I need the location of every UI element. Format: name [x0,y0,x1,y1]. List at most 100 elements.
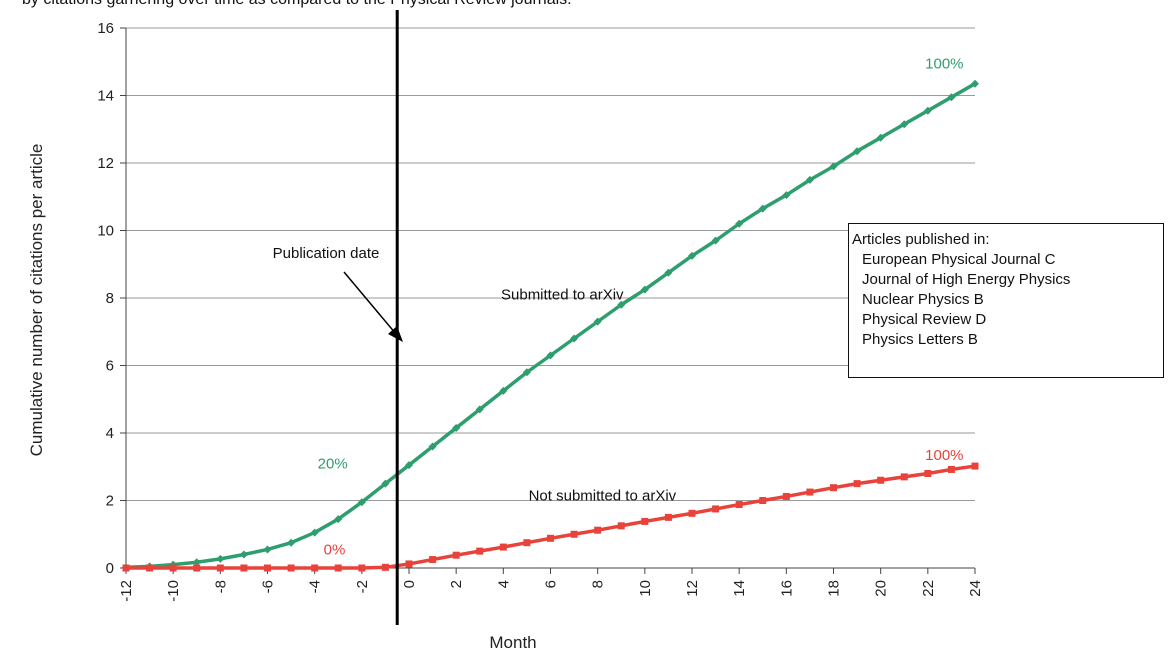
data-point-0-22 [640,285,649,294]
data-point-1-2 [169,564,177,572]
data-point-1-34 [924,470,932,477]
x-tick-label-20: 20 [873,580,890,597]
legend-item-plb: Physics Letters B [862,331,978,348]
annotation-1: Not submitted to arXiv [529,487,677,504]
publication-date-layer: Publication date [273,10,403,625]
data-point-0-21 [617,300,626,309]
data-point-0-32 [876,133,885,142]
data-point-1-24 [688,509,696,517]
series-not-submitted [122,462,979,572]
data-point-0-9 [334,515,343,524]
y-tick-label-16: 16 [97,20,114,37]
data-point-1-36 [971,462,979,470]
data-point-0-36 [971,79,979,88]
data-point-1-14 [452,551,460,559]
annotation-4: 0% [324,541,346,558]
data-point-0-35 [947,93,956,102]
data-point-0-29 [805,175,814,184]
x-tick-label-22: 22 [920,580,937,597]
legend-item-npb: Nuclear Physics B [862,291,984,308]
data-point-0-12 [405,461,413,470]
data-point-1-22 [641,517,649,525]
x-tick-label-18: 18 [826,580,843,597]
publication-date-arrow-head [388,326,403,342]
x-tick-label--6: -6 [260,580,277,593]
x-axis-title: Month [489,633,536,652]
y-tick-label-14: 14 [97,88,114,105]
data-point-1-32 [877,476,885,484]
data-point-0-4 [216,554,225,563]
data-point-0-5 [239,550,248,559]
x-tick-label--8: -8 [212,580,229,593]
x-tick-label-4: 4 [495,580,512,588]
data-point-1-35 [947,465,955,473]
data-point-0-28 [782,191,791,200]
data-point-0-33 [900,120,909,129]
annotation-2: 20% [318,455,348,472]
legend-item-epjc: European Physical Journal C [862,251,1056,268]
x-tick-label-14: 14 [731,580,748,597]
annotation-5: 100% [925,447,963,464]
data-point-1-3 [193,564,201,572]
data-point-1-6 [264,564,271,572]
data-point-1-19 [570,530,578,538]
data-point-1-25 [712,505,720,513]
data-point-0-10 [357,498,366,507]
data-point-1-13 [429,556,437,564]
data-point-1-8 [311,564,319,572]
data-point-0-20 [593,317,602,326]
x-tick-label--2: -2 [354,580,371,593]
data-point-0-26 [735,219,744,228]
data-point-1-29 [806,488,814,496]
x-tick-label-24: 24 [967,580,984,597]
data-point-1-10 [358,564,366,572]
annotation-3: 100% [925,55,963,72]
data-point-1-9 [334,564,342,572]
data-point-1-16 [499,543,507,551]
data-point-1-0 [122,564,130,572]
x-tick-label-12: 12 [684,580,701,597]
legend-box: Articles published in: European Physical… [848,223,1164,378]
legend-title: Articles published in: [852,231,990,248]
data-point-1-23 [664,513,672,521]
data-point-1-20 [594,526,602,534]
data-point-0-19 [570,334,579,343]
data-point-0-18 [546,351,555,360]
x-tick-label-2: 2 [448,580,465,588]
x-tick-label-8: 8 [590,580,607,588]
legend-item-prd: Physical Review D [862,311,987,328]
data-point-1-30 [830,484,837,492]
data-point-0-25 [711,236,720,245]
data-point-1-15 [476,547,484,555]
header-text: by citations garnering over time as comp… [22,0,572,8]
data-point-0-15 [475,405,484,414]
x-tick-label-16: 16 [778,580,795,597]
x-tick-label-0: 0 [401,580,418,588]
data-point-1-1 [146,564,154,572]
data-point-1-5 [240,564,248,572]
x-tick-labels: -12 -10 -8 -6 -4 -2 0 2 4 6 8 10 12 14 16 18 20 22 24 [118,580,984,602]
data-point-0-3 [192,558,201,567]
y-tick-label-12: 12 [97,155,114,172]
data-point-1-28 [782,492,790,500]
y-tick-label-4: 4 [106,425,114,442]
data-point-0-8 [310,528,319,537]
data-point-0-30 [829,162,838,171]
annotation-0: Submitted to arXiv [501,287,624,304]
y-tick-label-10: 10 [97,223,114,240]
data-point-0-23 [664,268,673,277]
publication-date-label: Publication date [273,245,380,262]
data-point-1-11 [381,563,389,571]
y-tick-label-8: 8 [106,290,114,307]
data-point-1-7 [287,564,295,572]
data-point-1-18 [547,534,554,542]
data-point-0-6 [263,545,272,554]
data-point-1-4 [216,564,224,572]
data-point-1-26 [735,501,743,509]
y-axis-title: Cumulative number of citations per artic… [27,144,46,457]
data-point-1-17 [523,539,531,547]
series-layer [122,79,979,572]
data-point-0-13 [428,442,437,451]
data-point-1-21 [617,522,625,530]
